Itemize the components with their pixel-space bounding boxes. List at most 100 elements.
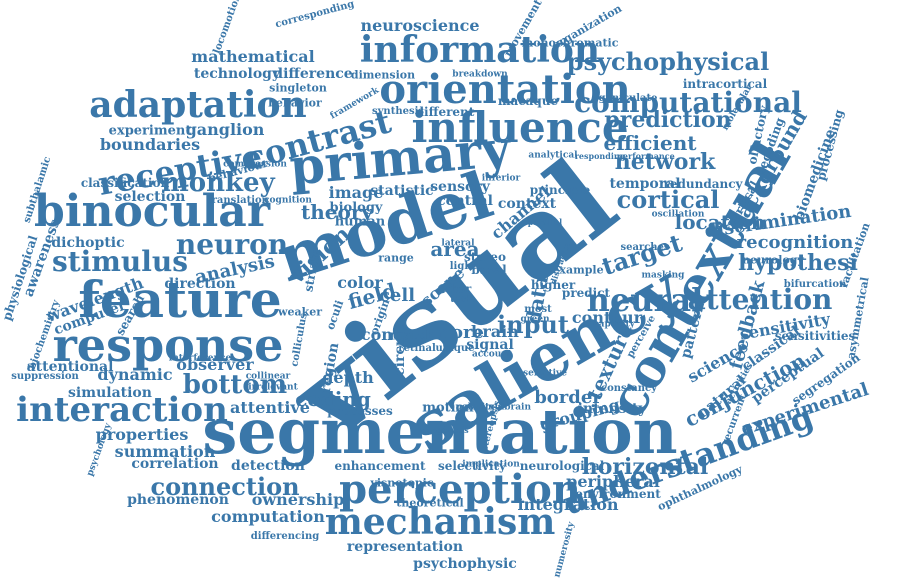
cloud-word: inferior: [481, 173, 521, 184]
cloud-word: hypothesi: [738, 250, 858, 276]
cloud-word: dynamic: [97, 365, 173, 384]
cloud-word: most: [524, 304, 552, 315]
cloud-word: mechanism: [324, 501, 556, 543]
cloud-word: neuron: [175, 228, 289, 261]
cloud-word: searches: [620, 242, 670, 253]
cloud-word: bifurcation: [783, 279, 847, 290]
cloud-word: performance: [617, 151, 675, 161]
cloud-word: basal: [471, 263, 507, 277]
cloud-word: theory: [300, 200, 374, 224]
cloud-word: predict: [561, 286, 611, 300]
cloud-word: temporal: [609, 176, 681, 192]
cloud-word: synthesis: [371, 106, 425, 117]
cloud-word: polarity: [455, 402, 495, 413]
cloud-word: lateral: [441, 238, 475, 249]
cloud-word: stimulus: [51, 245, 189, 278]
cloud-word: range: [378, 251, 414, 265]
cloud-word: phenomenon: [127, 492, 229, 508]
cloud-word: information: [359, 29, 601, 71]
cloud-word: higher: [530, 278, 576, 292]
cloud-word: neurology: [742, 253, 804, 267]
cloud-word: singleton: [269, 81, 327, 95]
cloud-word: input: [497, 310, 569, 339]
cloud-word: segmentation: [202, 395, 678, 468]
cloud-word: experiment: [108, 123, 192, 139]
cloud-word: representation: [346, 539, 464, 555]
cloud-word: ganglion: [185, 120, 265, 139]
cloud-word: intensity: [577, 401, 647, 417]
cloud-word: biology: [329, 200, 383, 216]
cloud-word: more: [432, 322, 484, 343]
cloud-word: sensory: [430, 179, 490, 195]
cloud-word: geniculate: [598, 93, 658, 104]
cloud-word: difference: [273, 66, 353, 82]
cloud-word: exogenous: [421, 425, 469, 435]
cloud-word: neuroscience: [360, 16, 480, 35]
cloud-word: boundaries: [99, 135, 201, 154]
cloud-word: image: [328, 183, 384, 202]
cloud-word: cognition: [264, 195, 312, 206]
cloud-word: depth: [322, 368, 374, 387]
cloud-word: suppression: [11, 371, 79, 382]
cloud-word: numerosity: [552, 521, 577, 579]
cloud-word: orientation: [379, 66, 631, 113]
cloud-word: binocular: [33, 186, 271, 237]
cloud-word: monochromatic: [521, 36, 619, 50]
cloud-word: translation: [207, 195, 269, 206]
cloud-word: connection: [150, 472, 300, 501]
cloud-word: recognition: [736, 232, 854, 253]
cloud-word: weaker: [277, 305, 323, 319]
cloud-word: brain: [471, 322, 519, 341]
cloud-word: example: [552, 263, 604, 277]
cloud-word: perception: [339, 466, 581, 513]
cloud-word: neural: [586, 281, 704, 319]
cloud-word: analytical: [528, 150, 578, 161]
cloud-word: task: [450, 294, 474, 305]
cloud-word: irrelevant: [248, 382, 298, 393]
cloud-word: light: [449, 261, 477, 272]
cloud-word: interaction: [16, 390, 228, 430]
cloud-word: bar: [450, 282, 472, 296]
cloud-word: direction: [164, 276, 236, 292]
cloud-word: technology: [193, 66, 281, 82]
cloud-word: implication: [462, 459, 520, 470]
cloud-word: attentional: [26, 359, 114, 375]
cloud-word: theoretical: [396, 496, 464, 510]
cloud-word: green: [520, 314, 550, 325]
cloud-word: correlation: [131, 456, 219, 472]
cloud-word: environment: [575, 487, 661, 501]
cloud-word: attention: [687, 283, 833, 316]
cloud-word: cone: [360, 325, 404, 344]
cloud-word: simulation: [68, 385, 152, 401]
cloud-word: motion: [422, 400, 474, 416]
cloud-word: macaque: [497, 94, 559, 108]
cloud-word: cortical: [616, 185, 720, 214]
cloud-word: responding: [574, 151, 626, 161]
cloud-word: influence: [411, 103, 629, 152]
cloud-word: unique: [435, 343, 475, 354]
cloud-word: border: [534, 387, 602, 408]
cloud-word: area: [430, 237, 480, 261]
cloud-word: location: [674, 210, 766, 234]
cloud-word: selectivity: [437, 459, 507, 473]
cloud-word: contour: [571, 308, 643, 327]
cloud-word: computation: [211, 507, 325, 526]
cloud-word: prediction: [604, 107, 732, 133]
cloud-word: bottom: [182, 370, 288, 400]
cloud-word: compression: [223, 159, 287, 170]
cloud-word: central: [437, 193, 493, 209]
cloud-word: selection: [114, 189, 186, 205]
cloud-word: psychophysical: [566, 47, 770, 76]
cloud-word: coding: [295, 387, 371, 411]
cloud-word: efficient: [603, 131, 697, 155]
cloud-word: statistic: [370, 183, 434, 199]
cloud-word: breakdown: [452, 69, 508, 80]
cloud-word: properties: [95, 425, 189, 444]
cloud-word: psychology: [85, 422, 114, 478]
cloud-word: human: [334, 214, 386, 230]
cloud-word: enhancement: [334, 459, 426, 473]
cloud-word: stereo: [464, 250, 506, 264]
cloud-word: processes: [327, 404, 393, 418]
cloud-word: redundancy: [663, 177, 743, 191]
